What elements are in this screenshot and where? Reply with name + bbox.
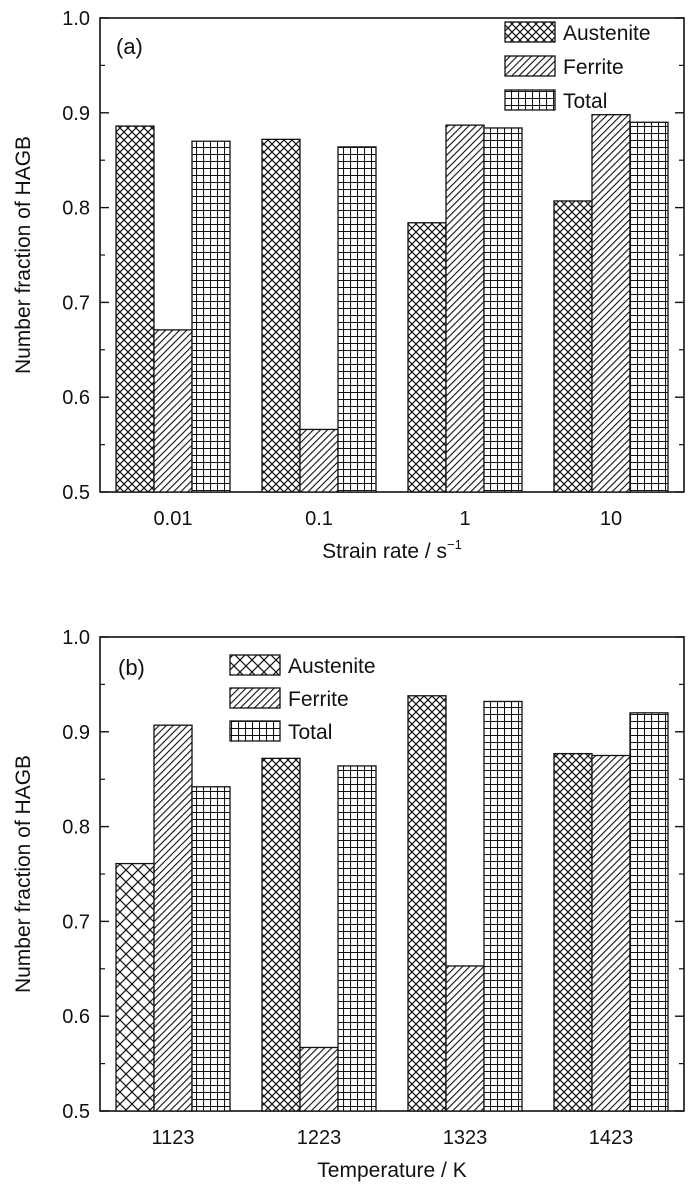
panel-a: 0.5 0.6 0.7 0.8 0.9 1.0 0.01 0.1 1 10 (a) Number…: [12, 8, 685, 563]
bar-austenite: [553, 752, 593, 1112]
y-axis-label: Number fraction of HAGB: [12, 755, 35, 993]
x-tick-label: 1323: [443, 1127, 488, 1149]
y-axis-label: Number fraction of HAGB: [12, 136, 35, 374]
x-tick-label: 10: [600, 508, 622, 530]
y-tick-label: 1.0: [62, 627, 90, 649]
bar-austenite: [407, 222, 447, 493]
y-tick-label: 0.6: [62, 387, 90, 409]
legend-swatch: [504, 89, 556, 111]
panel-label: (a): [116, 34, 143, 59]
x-tick-label: 1: [459, 508, 470, 530]
y-tick-label: 0.7: [62, 292, 90, 314]
bar-total: [483, 127, 523, 493]
bar-ferrite: [445, 124, 485, 493]
x-axis-label: Strain rate / s−1: [322, 537, 462, 563]
bar-ferrite: [591, 114, 631, 493]
bar-austenite: [261, 757, 301, 1112]
x-axis-label: Temperature / K: [317, 1159, 466, 1182]
legend: Austenite Ferrite Total: [504, 21, 651, 113]
y-tick-label: 0.5: [62, 482, 90, 504]
y-tick-label: 0.5: [62, 1101, 90, 1123]
x-tick-label: 0.1: [305, 508, 333, 530]
bar-total: [483, 700, 523, 1112]
legend-label: Total: [563, 90, 607, 113]
x-axis-ticks: 1123 1223 1323 1423: [151, 1102, 633, 1149]
y-tick-label: 0.9: [62, 722, 90, 744]
y-tick-label: 0.9: [62, 103, 90, 125]
x-tick-label: 1423: [589, 1127, 634, 1149]
bar-ferrite: [153, 724, 193, 1112]
panel-label: (b): [118, 655, 145, 680]
x-tick-label: 1223: [297, 1127, 342, 1149]
bar-ferrite: [591, 754, 631, 1112]
bar-total: [337, 146, 377, 493]
x-axis-label-superscript: −1: [447, 537, 462, 552]
legend-label: Ferrite: [563, 56, 624, 79]
legend-swatch: [504, 55, 556, 77]
y-tick-label: 0.7: [62, 911, 90, 933]
y-tick-label: 1.0: [62, 8, 90, 30]
bar-austenite: [261, 138, 301, 493]
y-tick-label: 0.8: [62, 817, 90, 839]
bar-ferrite: [299, 1046, 339, 1112]
legend-label: Austenite: [288, 655, 376, 678]
bar-ferrite: [445, 965, 485, 1112]
bar-austenite: [407, 695, 447, 1112]
legend-label: Austenite: [563, 22, 651, 45]
bar-total: [629, 712, 669, 1112]
bar-ferrite: [153, 329, 193, 493]
legend-swatch: [229, 720, 281, 742]
bars: [115, 695, 669, 1112]
legend-swatch: [229, 687, 281, 709]
bar-austenite: [553, 200, 593, 493]
y-axis-ticks: 0.5 0.6 0.7 0.8 0.9 1.0: [62, 627, 684, 1123]
y-axis-ticks: 0.5 0.6 0.7 0.8 0.9 1.0: [62, 8, 684, 504]
panel-b: 0.50.60.70.80.91.0 1123 1223 1323 1423 (b) …: [12, 627, 685, 1182]
legend-swatch: [229, 654, 281, 676]
y-tick-label: 0.6: [62, 1006, 90, 1028]
legend-label: Ferrite: [288, 688, 349, 711]
legend-swatch: [504, 21, 556, 43]
legend-label: Total: [288, 721, 332, 744]
bars: [115, 114, 669, 493]
x-tick-label: 1123: [151, 1127, 194, 1149]
bar-total: [337, 765, 377, 1112]
bar-ferrite: [299, 428, 339, 493]
bar-total: [191, 140, 231, 493]
bar-total: [629, 121, 669, 493]
bar-austenite: [115, 862, 155, 1112]
legend: Austenite Ferrite Total: [229, 654, 376, 744]
y-tick-label: 0.8: [62, 198, 90, 220]
bar-austenite: [115, 125, 155, 493]
x-axis-label-text: Strain rate / s: [322, 540, 447, 563]
x-tick-label: 0.01: [154, 508, 193, 530]
bar-total: [191, 786, 231, 1112]
